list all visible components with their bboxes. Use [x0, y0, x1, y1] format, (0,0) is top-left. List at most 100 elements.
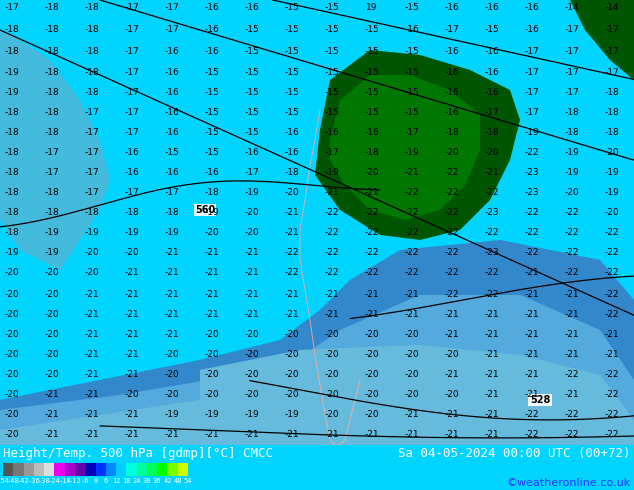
Text: -16: -16 — [245, 148, 259, 157]
Text: -15: -15 — [205, 128, 219, 138]
Text: -21: -21 — [165, 248, 179, 257]
Text: -16: -16 — [285, 128, 299, 138]
Text: -18: -18 — [44, 128, 60, 138]
Text: -21: -21 — [165, 430, 179, 440]
Text: -16: -16 — [484, 69, 500, 77]
Text: -18: -18 — [605, 108, 619, 118]
Text: -22: -22 — [605, 311, 619, 319]
Text: -17: -17 — [565, 89, 579, 98]
Bar — [96, 463, 106, 476]
Text: -18: -18 — [84, 25, 100, 34]
Text: -18: -18 — [84, 208, 100, 218]
Text: -22: -22 — [525, 411, 540, 419]
Text: -21: -21 — [484, 330, 500, 340]
Text: -18: -18 — [4, 25, 20, 34]
Text: -22: -22 — [525, 228, 540, 238]
Text: -17: -17 — [4, 3, 20, 13]
Text: -19: -19 — [205, 208, 219, 218]
Text: -21: -21 — [525, 350, 540, 360]
Polygon shape — [315, 50, 520, 240]
Text: -20: -20 — [44, 311, 60, 319]
Text: -23: -23 — [484, 248, 500, 257]
Text: -16: -16 — [444, 48, 460, 56]
Text: -18: -18 — [44, 48, 60, 56]
Text: -21: -21 — [565, 330, 579, 340]
Text: -21: -21 — [85, 311, 100, 319]
Text: -17: -17 — [165, 189, 179, 197]
Text: -21: -21 — [85, 350, 100, 360]
Text: -19: -19 — [4, 248, 20, 257]
Text: -17: -17 — [125, 25, 139, 34]
Text: -21: -21 — [285, 291, 299, 299]
Text: -21: -21 — [565, 311, 579, 319]
Text: -21: -21 — [444, 330, 459, 340]
Text: -18: -18 — [44, 108, 60, 118]
Text: -18: -18 — [605, 89, 619, 98]
Text: -20: -20 — [605, 208, 619, 218]
Text: -21: -21 — [525, 269, 540, 277]
Text: -20: -20 — [44, 350, 60, 360]
Text: -20: -20 — [165, 391, 179, 399]
Text: -16: -16 — [245, 3, 259, 13]
Text: -17: -17 — [125, 3, 139, 13]
Text: -19: -19 — [4, 89, 20, 98]
Text: -20: -20 — [44, 269, 60, 277]
Text: -22: -22 — [285, 248, 299, 257]
Text: -20: -20 — [285, 330, 299, 340]
Text: -20: -20 — [245, 330, 259, 340]
Text: -21: -21 — [444, 311, 459, 319]
Text: -15: -15 — [245, 128, 259, 138]
Text: -36: -36 — [27, 478, 40, 484]
Text: -18: -18 — [165, 208, 179, 218]
Text: -19: -19 — [205, 411, 219, 419]
Text: -23: -23 — [525, 189, 540, 197]
Polygon shape — [330, 75, 480, 220]
Text: -16: -16 — [325, 128, 339, 138]
Text: -17: -17 — [84, 108, 100, 118]
Text: 24: 24 — [133, 478, 141, 484]
Text: -16: -16 — [484, 89, 500, 98]
Text: -23: -23 — [525, 169, 540, 177]
Text: -14: -14 — [565, 3, 579, 13]
Text: -21: -21 — [565, 391, 579, 399]
Text: -20: -20 — [365, 391, 379, 399]
Text: 18: 18 — [122, 478, 131, 484]
Text: -19: -19 — [4, 69, 20, 77]
Text: -16: -16 — [165, 69, 179, 77]
Text: -19: -19 — [245, 189, 259, 197]
Text: -16: -16 — [365, 128, 379, 138]
Text: -15: -15 — [365, 108, 379, 118]
Text: -21: -21 — [85, 291, 100, 299]
Text: -20: -20 — [44, 370, 60, 379]
Text: 6: 6 — [103, 478, 108, 484]
Text: -22: -22 — [325, 208, 339, 218]
Text: -21: -21 — [245, 291, 259, 299]
Text: -22: -22 — [365, 228, 379, 238]
Text: -18: -18 — [4, 228, 20, 238]
Text: -15: -15 — [404, 3, 419, 13]
Text: -15: -15 — [205, 89, 219, 98]
Text: -21: -21 — [125, 370, 139, 379]
Text: -20: -20 — [245, 370, 259, 379]
Text: -20: -20 — [4, 411, 19, 419]
Text: -17: -17 — [84, 189, 100, 197]
Text: -19: -19 — [245, 411, 259, 419]
Text: -19: -19 — [605, 169, 619, 177]
Text: -48: -48 — [7, 478, 20, 484]
Text: -17: -17 — [44, 148, 60, 157]
Text: -15: -15 — [325, 3, 339, 13]
Text: -15: -15 — [285, 69, 299, 77]
Text: -18: -18 — [84, 3, 100, 13]
Bar — [178, 463, 188, 476]
Text: -22: -22 — [605, 430, 619, 440]
Text: -20: -20 — [245, 391, 259, 399]
Text: -21: -21 — [365, 189, 379, 197]
Text: -16: -16 — [444, 108, 460, 118]
Text: -21: -21 — [444, 370, 459, 379]
Text: -24: -24 — [48, 478, 61, 484]
Text: -17: -17 — [565, 69, 579, 77]
Text: -18: -18 — [44, 89, 60, 98]
Text: -21: -21 — [44, 411, 60, 419]
Text: -21: -21 — [205, 430, 219, 440]
Text: -15: -15 — [404, 48, 419, 56]
